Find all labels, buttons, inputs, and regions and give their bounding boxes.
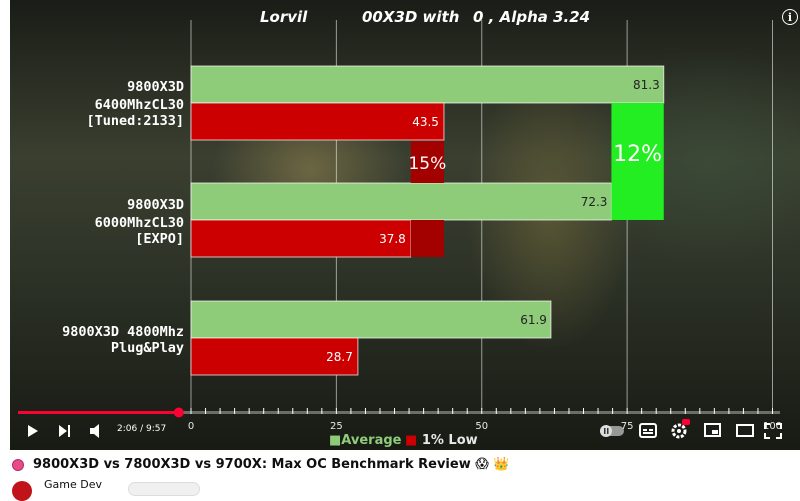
video-title-row [0,452,800,480]
legend-low-text: 1% Low [422,433,478,448]
legend-low: ■ 1% Low [405,433,478,448]
x-tick-label: 50 [475,421,488,432]
average-bar [190,182,612,221]
progress-fill [18,411,179,414]
chart-title-right: 0 , Alpha 3.24 [473,8,590,26]
category-label: [Tuned:2133] [86,113,184,129]
percent-gain-label: 15% [408,154,446,174]
low-difference-segment [410,220,444,257]
category-label: 9800X3D [127,79,184,95]
theater-mode-icon[interactable] [736,424,754,437]
subtitles-icon[interactable] [639,423,657,438]
progress-scrubber[interactable] [173,407,184,418]
average-bar [190,65,665,104]
player-controls [18,407,782,439]
settings-icon[interactable] [671,419,690,439]
video-player[interactable]: Lorvil 00X3D with 0 , Alpha 3.24 81.3 43.… [10,0,800,450]
miniplayer-icon[interactable] [704,423,721,437]
category-label: 6400MhzCL30 [95,97,184,113]
live-dot-icon [12,459,24,471]
x-tick-label: 75 [621,421,634,432]
channel-avatar[interactable] [12,481,32,501]
low-bar [190,219,412,258]
info-icon[interactable]: i [782,9,798,25]
category-label: [EXPO] [135,231,184,247]
volume-icon[interactable] [90,424,99,438]
subscribe-button[interactable] [128,482,200,496]
category-label: 9800X3D [127,197,184,213]
category-label: 9800X3D 4800Mhz [62,324,184,340]
percent-gain-label: 12% [613,142,662,167]
autoplay-toggle[interactable] [600,425,624,437]
benchmark-chart: Lorvil 00X3D with 0 , Alpha 3.24 81.3 43.… [62,8,782,448]
average-value-label: 81.3 [633,78,660,92]
category-label: 6000MhzCL30 [95,215,184,231]
percent-gain-box [611,103,664,220]
chart-title-mid: 00X3D with [362,8,459,26]
play-icon[interactable] [28,425,38,437]
legend-average: ■Average [329,433,402,448]
low-bar [190,102,445,141]
average-bar [190,300,552,339]
category-label: Plug&Play [111,340,184,356]
low-value-label: 37.8 [379,232,406,246]
progress-track[interactable] [18,411,780,414]
next-icon[interactable] [59,425,70,437]
chart-title-left: Lorvil [260,8,308,26]
average-value-label: 61.9 [520,313,547,327]
x-tick-label: 100 [763,421,782,432]
low-value-label: 28.7 [326,350,353,364]
time-display: 2:06 / 9:57 [117,424,167,434]
channel-name[interactable]: Game Dev [44,478,102,491]
video-title[interactable]: 9800X3D vs 7800X3D vs 9700X: Max OC Benc… [33,457,510,472]
x-tick-label: 0 [188,421,194,432]
average-value-label: 72.3 [581,195,608,209]
low-value-label: 43.5 [412,115,439,129]
x-tick-label: 25 [330,421,343,432]
low-bar [190,337,359,376]
percent-gain-box [410,141,444,183]
fullscreen-icon[interactable] [764,423,782,439]
